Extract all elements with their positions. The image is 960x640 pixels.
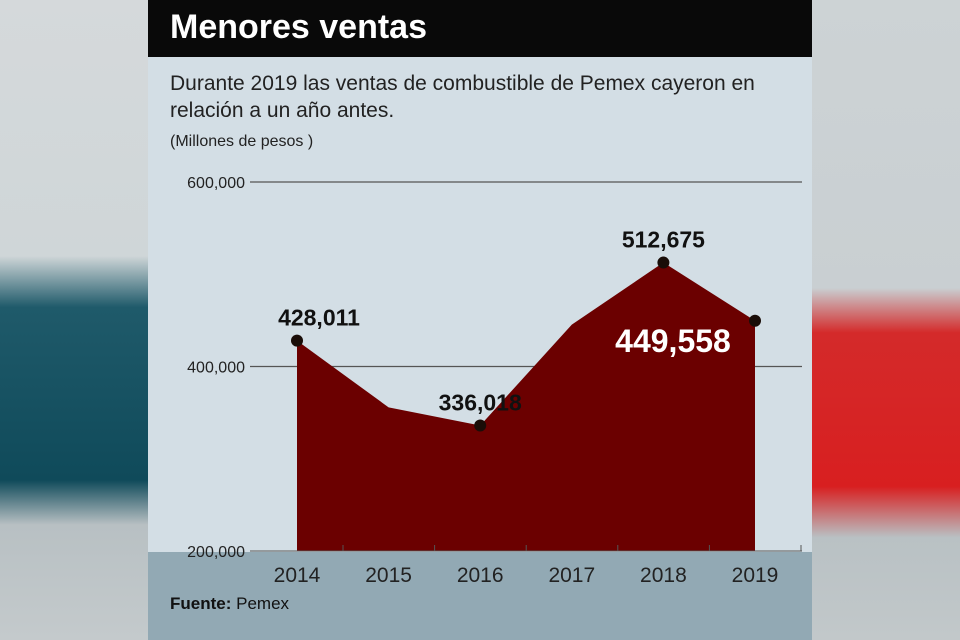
y-tick-label: 400,000 xyxy=(187,360,245,377)
y-tick-label: 200,000 xyxy=(187,544,245,561)
data-label: 336,018 xyxy=(439,390,522,416)
title-bar: Menores ventas xyxy=(148,0,812,57)
data-point xyxy=(749,314,761,327)
infographic: Menores ventas Durante 2019 las ventas d… xyxy=(148,0,812,640)
data-point xyxy=(291,334,303,347)
x-tick-label: 2018 xyxy=(640,564,687,587)
source-name: Pemex xyxy=(236,594,290,613)
x-tick-label: 2014 xyxy=(274,564,321,587)
y-tick-label: 600,000 xyxy=(187,175,245,192)
data-label: 428,011 xyxy=(278,305,360,331)
area-chart: 200,000 400,000 600,000 2014 2015 2016 2017 201… xyxy=(187,175,802,587)
source: Fuente: Pemex xyxy=(170,594,289,614)
y-axis-label: (Millones de pesos ) xyxy=(170,133,314,150)
background-left xyxy=(0,0,148,640)
footer-band xyxy=(148,552,812,640)
x-tick-label: 2016 xyxy=(457,564,504,587)
x-tick-label: 2017 xyxy=(548,564,595,587)
area-series xyxy=(297,262,755,551)
background-right xyxy=(812,0,960,640)
data-point xyxy=(657,256,670,269)
data-label: 449,558 xyxy=(615,323,731,359)
x-tick-label: 2015 xyxy=(365,564,412,587)
x-tick-label: 2019 xyxy=(732,564,779,587)
subtitle: Durante 2019 las ventas de combustible d… xyxy=(170,72,755,122)
chart-title: Menores ventas xyxy=(170,8,427,46)
data-point xyxy=(474,419,487,432)
data-label: 512,675 xyxy=(622,227,705,253)
source-label: Fuente: xyxy=(170,594,232,613)
